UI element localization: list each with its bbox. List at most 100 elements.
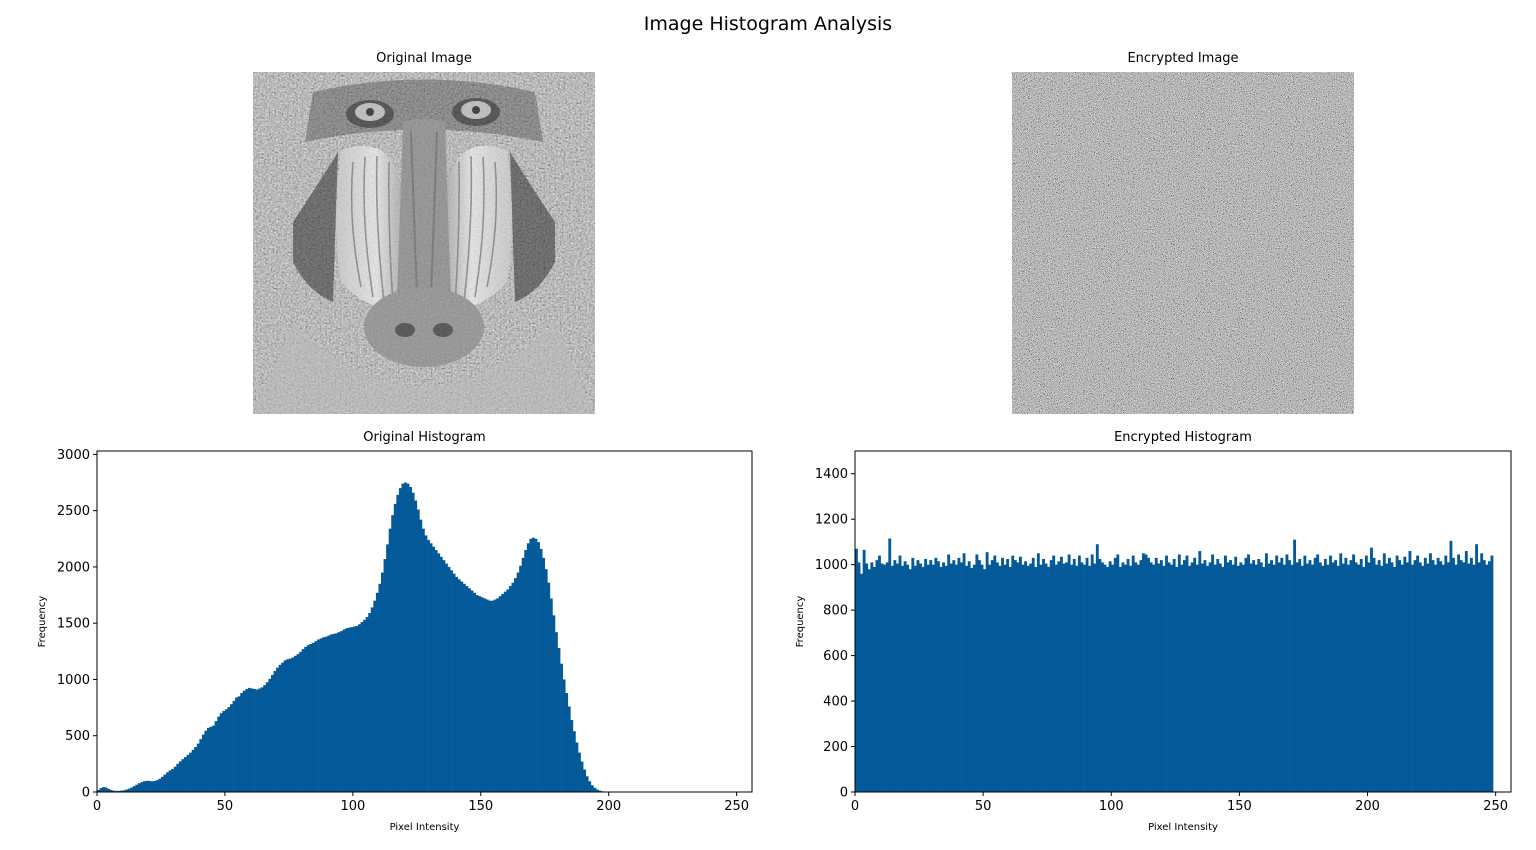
histogram-bar xyxy=(1352,554,1355,792)
histogram-bar xyxy=(197,744,200,792)
histogram-bar xyxy=(1457,554,1460,792)
histogram-bar xyxy=(1283,565,1286,792)
y-tick-label: 800 xyxy=(823,604,848,619)
histogram-bar xyxy=(1383,553,1386,792)
histogram-bar xyxy=(297,654,300,792)
histogram-bar xyxy=(1196,565,1199,792)
x-tick-label: 200 xyxy=(596,799,621,814)
histogram-bar xyxy=(1403,557,1406,792)
histogram-bar xyxy=(865,564,868,792)
histogram-bar xyxy=(399,488,402,792)
histogram-bar xyxy=(1419,562,1422,792)
histogram-bar xyxy=(1186,556,1189,792)
histogram-bar xyxy=(1344,558,1347,792)
encrypted-histogram: 0 50 100 150 200 2500200400600800100012001400… xyxy=(768,440,1536,840)
histogram-bar xyxy=(1388,558,1391,792)
histogram-bar xyxy=(876,560,879,792)
histogram-bar xyxy=(1401,565,1404,792)
histogram-bar xyxy=(1101,562,1104,792)
histogram-bar xyxy=(588,781,591,792)
histogram-bar xyxy=(179,761,182,792)
histogram-bar xyxy=(860,574,863,792)
histogram-bar xyxy=(506,589,509,792)
histogram-bar xyxy=(1037,553,1040,792)
histogram-bar xyxy=(547,583,550,792)
x-tick-label: 100 xyxy=(340,799,365,814)
histogram-bar xyxy=(904,561,907,792)
histogram-bar xyxy=(371,607,374,792)
histogram-bar xyxy=(133,786,136,792)
histogram-bar xyxy=(1088,566,1091,792)
histogram-bar xyxy=(396,495,399,792)
histogram-bar xyxy=(1065,562,1068,792)
histogram-bar xyxy=(448,567,451,792)
histogram-bar xyxy=(1311,565,1314,792)
histogram-bar xyxy=(1245,558,1248,792)
histogram-bar xyxy=(1045,564,1048,792)
histogram-bar xyxy=(291,658,294,792)
histogram-bar xyxy=(1278,562,1281,792)
histogram-bar xyxy=(366,617,369,792)
histogram-bar xyxy=(1447,562,1450,792)
histogram-bar xyxy=(233,701,236,792)
histogram-bar xyxy=(509,586,512,792)
x-tick-label: 250 xyxy=(1483,799,1508,814)
histogram-bar xyxy=(1347,565,1350,792)
histogram-bar xyxy=(960,562,963,792)
histogram-bar xyxy=(483,598,486,792)
y-tick-label: 1000 xyxy=(57,673,90,688)
histogram-bar xyxy=(1057,561,1060,792)
bars xyxy=(855,539,1493,792)
histogram-bar xyxy=(1280,558,1283,792)
y-tick-label: 0 xyxy=(82,786,90,801)
histogram-bar xyxy=(970,568,973,792)
y-tick-label: 1000 xyxy=(815,558,848,573)
histogram-bar xyxy=(563,679,566,792)
histogram-bar xyxy=(996,562,999,792)
histogram-bar xyxy=(1052,556,1055,792)
histogram-bar xyxy=(1375,565,1378,792)
histogram-bar xyxy=(1168,562,1171,792)
histogram-bar xyxy=(586,776,589,792)
histogram-bar xyxy=(1314,558,1317,792)
histogram-bar xyxy=(217,717,220,792)
histogram-bar xyxy=(227,707,230,792)
histogram-bar xyxy=(978,560,981,792)
histogram-bar xyxy=(1106,567,1109,792)
histogram-bar xyxy=(302,649,305,792)
histogram-bar xyxy=(1032,558,1035,792)
histogram-bar xyxy=(187,755,190,792)
histogram-bar xyxy=(355,626,358,792)
histogram-bar xyxy=(353,627,356,792)
histogram-bar xyxy=(1321,566,1324,792)
histogram-bar xyxy=(151,781,154,792)
histogram-bar xyxy=(143,781,146,792)
histogram-bar xyxy=(235,697,238,792)
histogram-bar xyxy=(937,561,940,792)
histogram-bar xyxy=(1127,559,1130,792)
histogram-bar xyxy=(1296,562,1299,792)
histogram-bar xyxy=(1465,551,1468,792)
histogram-bar xyxy=(517,573,520,792)
histogram-bar xyxy=(1450,541,1453,792)
histogram-bar xyxy=(1426,564,1429,792)
y-axis-label: Frequency xyxy=(37,596,48,648)
histogram-bar xyxy=(1078,556,1081,792)
histogram-bar xyxy=(1293,540,1296,792)
histogram-bar xyxy=(1485,565,1488,792)
histogram-bar xyxy=(906,565,909,792)
histogram-bar xyxy=(1029,564,1032,792)
histogram-bar xyxy=(322,637,325,792)
histogram-bar xyxy=(911,558,914,792)
histogram-bar xyxy=(1060,557,1063,792)
histogram-bar xyxy=(343,629,346,792)
histogram-bar xyxy=(1173,559,1176,792)
histogram-bar xyxy=(1165,556,1168,792)
histogram-bar xyxy=(450,570,453,792)
histogram-bar xyxy=(135,785,138,792)
histogram-bar xyxy=(1070,565,1073,792)
histogram-bar xyxy=(1329,556,1332,792)
histogram-bar xyxy=(504,592,507,792)
histogram-bar xyxy=(1470,558,1473,792)
histogram-bar xyxy=(1114,558,1117,792)
